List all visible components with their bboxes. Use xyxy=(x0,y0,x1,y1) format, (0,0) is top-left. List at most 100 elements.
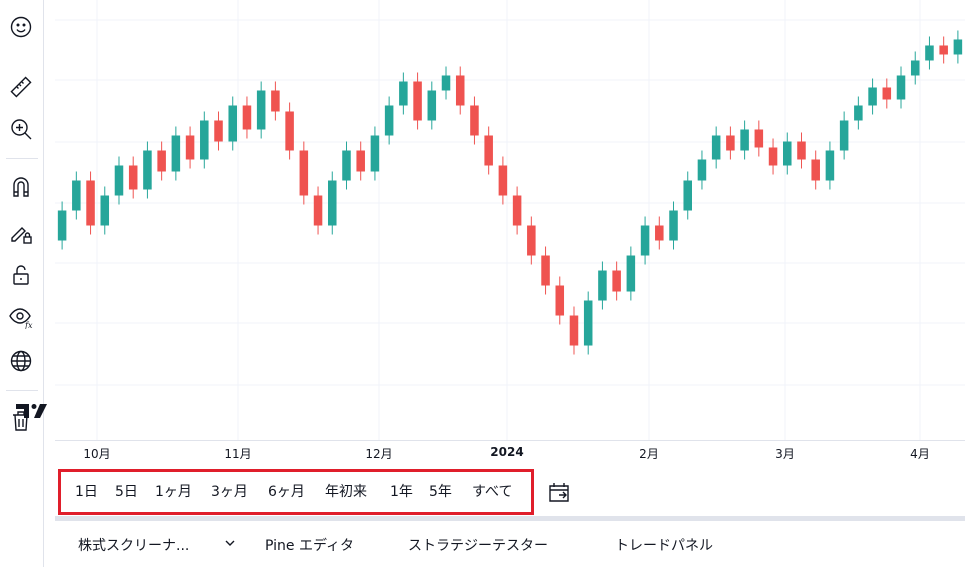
candle-body xyxy=(754,129,764,148)
candle-body xyxy=(242,105,252,130)
candle-body xyxy=(86,180,95,226)
globe-icon[interactable] xyxy=(6,346,36,376)
candle-body xyxy=(640,225,650,256)
magnet-icon[interactable] xyxy=(6,172,36,202)
candle-body xyxy=(114,165,124,196)
candle-body xyxy=(384,105,394,136)
left-drawing-toolbar: fx xyxy=(0,0,44,567)
candle-body xyxy=(896,75,906,100)
lock-icon[interactable] xyxy=(6,260,36,290)
candle-body xyxy=(441,75,451,91)
candle-body xyxy=(598,270,607,301)
candle-body xyxy=(839,120,849,151)
candle-body xyxy=(854,105,863,121)
candle-body xyxy=(171,135,181,172)
calendar-goto-icon[interactable] xyxy=(547,480,571,504)
tab-trading-panel[interactable]: トレードパネル xyxy=(615,538,713,554)
candle-body xyxy=(370,135,380,172)
candle-body xyxy=(669,210,678,241)
range-1d-button[interactable]: 1日 xyxy=(75,484,98,500)
candlestick-chart xyxy=(55,0,965,440)
candle-body xyxy=(185,135,195,160)
candle-body xyxy=(100,195,110,226)
candle-body xyxy=(413,81,422,121)
candle-body xyxy=(285,111,294,151)
price-chart[interactable] xyxy=(55,0,965,440)
candle-body xyxy=(583,300,593,346)
candle-body xyxy=(455,75,465,106)
candle-body xyxy=(228,105,237,142)
candle-body xyxy=(768,147,778,166)
range-1m-button[interactable]: 1ヶ月 xyxy=(155,484,192,500)
candle-body xyxy=(910,60,920,76)
candle-body xyxy=(612,270,621,292)
candle-body xyxy=(655,225,664,241)
candle-body xyxy=(882,87,892,100)
time-label-oct: 10月 xyxy=(83,447,111,461)
candle-body xyxy=(128,165,138,190)
emoji-icon[interactable] xyxy=(6,12,36,42)
candle-body xyxy=(740,129,749,151)
candle-body xyxy=(868,87,877,106)
candle-body xyxy=(72,180,81,211)
candle-body xyxy=(797,141,806,160)
candle-body xyxy=(57,210,67,241)
candle-body xyxy=(143,150,152,190)
range-all-button[interactable]: すべて xyxy=(472,484,513,500)
time-label-apr: 4月 xyxy=(910,447,930,461)
candle-body xyxy=(925,45,934,61)
range-1y-button[interactable]: 1年 xyxy=(390,484,413,500)
candle-body xyxy=(939,45,948,55)
toolbar-divider xyxy=(6,158,38,159)
candle-body xyxy=(342,150,351,181)
candle-body xyxy=(399,81,408,106)
tradingview-logo xyxy=(16,404,47,418)
candle-body xyxy=(470,105,479,136)
pencil-lock-icon[interactable] xyxy=(6,218,36,248)
tab-stock-screener[interactable]: 株式スクリーナ... xyxy=(78,538,190,554)
range-5d-button[interactable]: 5日 xyxy=(115,484,138,500)
candle-body xyxy=(299,150,309,196)
candle-body xyxy=(626,255,636,292)
range-3m-button[interactable]: 3ヶ月 xyxy=(211,484,248,500)
candle-body xyxy=(697,159,707,181)
date-range-bar: 1日 5日 1ヶ月 3ヶ月 6ヶ月 年初来 1年 5年 すべて xyxy=(55,466,965,516)
tab-strategy-tester[interactable]: ストラテジーテスター xyxy=(408,538,548,554)
time-label-2024: 2024 xyxy=(490,445,524,459)
candle-body xyxy=(825,150,835,181)
time-label-dec: 12月 xyxy=(365,447,393,461)
candle-body xyxy=(683,180,692,211)
candle-body xyxy=(356,150,365,172)
candle-body xyxy=(256,90,266,130)
candle-body xyxy=(498,165,508,196)
candle-body xyxy=(711,135,721,160)
range-ytd-button[interactable]: 年初来 xyxy=(325,484,367,500)
range-6m-button[interactable]: 6ヶ月 xyxy=(268,484,305,500)
candle-body xyxy=(953,39,963,55)
range-highlight-box xyxy=(58,469,534,515)
panel-separator[interactable] xyxy=(55,516,965,521)
candle-body xyxy=(783,141,792,166)
tab-pine-editor[interactable]: Pine エディタ xyxy=(265,538,354,554)
candle-body xyxy=(726,135,735,151)
toolbar-divider xyxy=(6,390,38,391)
candle-body xyxy=(427,90,437,121)
candle-body xyxy=(214,120,223,142)
candle-body xyxy=(512,195,522,226)
zoom-in-icon[interactable] xyxy=(6,114,36,144)
time-axis[interactable]: 10月 11月 12月 2024 2月 3月 4月 xyxy=(55,440,965,466)
range-5y-button[interactable]: 5年 xyxy=(429,484,452,500)
bottom-panel-tabs: 株式スクリーナ... Pine エディタ ストラテジーテスター トレードパネル xyxy=(55,521,965,567)
eye-fx-icon[interactable]: fx xyxy=(6,302,36,332)
candle-body xyxy=(555,285,565,316)
chevron-down-icon[interactable] xyxy=(224,537,236,549)
time-label-feb: 2月 xyxy=(639,447,659,461)
ruler-icon[interactable] xyxy=(6,72,36,102)
candle-body xyxy=(313,195,323,226)
candle-body xyxy=(811,159,820,181)
time-label-nov: 11月 xyxy=(224,447,252,461)
candle-body xyxy=(200,120,209,160)
candle-body xyxy=(527,225,536,256)
candle-body xyxy=(484,135,493,166)
candle-body xyxy=(569,315,579,346)
